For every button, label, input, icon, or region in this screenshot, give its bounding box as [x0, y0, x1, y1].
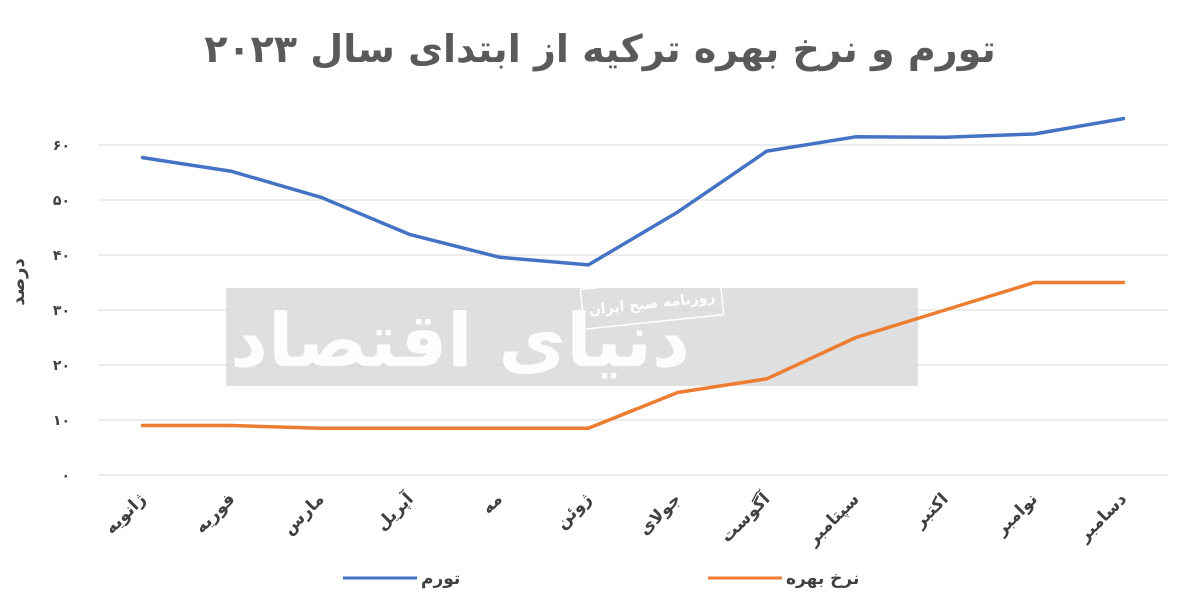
data-point: [586, 426, 591, 430]
x-tick-label: نوامبر: [991, 489, 1042, 540]
series-lines: [140, 116, 1126, 431]
data-point: [1121, 117, 1126, 121]
data-point: [854, 335, 858, 340]
data-point: [140, 156, 145, 160]
y-tick-label: ۴۰: [53, 248, 70, 264]
legend-label-interest-rate: نرخ بهره: [786, 569, 859, 589]
y-tick-label: ۲۰: [53, 358, 70, 374]
data-point: [586, 263, 591, 267]
x-tick-label: اکتبر: [909, 489, 952, 532]
x-tick-label: مارس: [279, 489, 329, 539]
y-tick-label: ۱۰: [53, 413, 70, 429]
data-point: [675, 390, 680, 395]
data-point: [765, 377, 769, 381]
data-point: [1121, 280, 1126, 285]
watermark: دنیای اقتصاد روزنامه صبح ایران: [226, 273, 918, 386]
y-tick-label: ۰: [61, 468, 70, 484]
watermark-band: [226, 288, 918, 386]
data-point: [1032, 280, 1036, 285]
data-point: [408, 233, 412, 237]
x-tick-label: جولای: [635, 489, 685, 539]
x-tick-label: ژوئن: [552, 489, 596, 533]
data-point: [1032, 132, 1036, 136]
y-tick-label: ۵۰: [53, 193, 70, 209]
x-tick-label: ژانویه: [101, 489, 150, 538]
data-point: [765, 149, 769, 153]
x-tick-label: دسامبر: [1074, 489, 1131, 546]
data-point: [140, 423, 145, 428]
x-axis-categories: ژانویه فوریه مارس آپریل مه ژوئن جولای آگوست سپتا…: [101, 487, 1131, 550]
x-tick-label: فوریه: [191, 489, 239, 537]
data-point: [943, 135, 947, 139]
watermark-brand: دنیای اقتصاد: [230, 298, 690, 384]
data-point: [854, 135, 858, 139]
data-point: [675, 210, 680, 214]
data-point: [319, 426, 323, 430]
legend-label-inflation: تورم: [421, 569, 460, 589]
series-line-interest-rate: [140, 280, 1126, 431]
series-line-inflation: [140, 116, 1126, 267]
data-point: [319, 195, 323, 199]
chart-title: تورم و نرخ بهره ترکیه از ابتدای سال ۲۰۲۳: [204, 27, 995, 72]
legend: تورم نرخ بهره: [343, 569, 859, 589]
x-tick-label: آپریل: [371, 487, 419, 535]
y-axis-label: درصد: [8, 258, 29, 305]
data-point: [408, 426, 412, 430]
data-point: [497, 255, 501, 259]
x-tick-label: مه: [478, 489, 507, 518]
data-point: [497, 426, 501, 430]
data-point: [943, 308, 947, 312]
y-axis-ticks: ۰ ۱۰ ۲۰ ۳۰ ۴۰ ۵۰ ۶۰: [53, 138, 70, 484]
data-point: [230, 169, 234, 173]
y-tick-label: ۳۰: [53, 303, 70, 319]
x-tick-label: سپتامبر: [803, 489, 864, 550]
data-point: [230, 423, 234, 428]
x-tick-label: آگوست: [716, 487, 776, 547]
watermark-tagline-box: [579, 273, 725, 331]
y-tick-label: ۶۰: [53, 138, 70, 154]
